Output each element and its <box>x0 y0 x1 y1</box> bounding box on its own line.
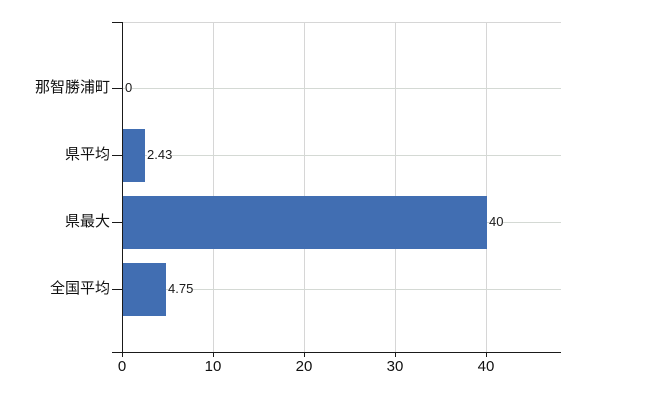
x-axis-tick-0 <box>122 352 123 357</box>
x-tick-label-40: 40 <box>477 358 495 375</box>
category-label-1: 那智勝浦町 <box>34 79 110 96</box>
x-tick-label-0: 0 <box>117 358 127 375</box>
bar-3 <box>123 196 487 249</box>
category-gridline <box>122 289 561 290</box>
value-label: 4.75 <box>168 281 194 296</box>
x-gridline-20 <box>304 22 305 352</box>
category-tick <box>112 289 122 290</box>
category-gridline <box>122 88 561 89</box>
x-axis-tick-10 <box>213 352 214 357</box>
x-tick-label-30: 30 <box>386 358 404 375</box>
category-label-4: 全国平均 <box>49 280 110 297</box>
bar-2 <box>123 129 145 182</box>
category-tick <box>112 222 122 223</box>
plot-top-border <box>122 22 561 23</box>
x-gridline-30 <box>395 22 396 352</box>
x-axis-tick-20 <box>304 352 305 357</box>
category-gridline <box>122 155 561 156</box>
x-axis-tick-30 <box>395 352 396 357</box>
value-label: 0 <box>125 80 133 95</box>
plot-area: 0 2.43 40 4.75 <box>112 22 561 357</box>
bar-4 <box>123 263 166 316</box>
y-axis-line <box>122 22 123 352</box>
x-axis-tick-40 <box>486 352 487 357</box>
category-tick <box>112 155 122 156</box>
value-label: 2.43 <box>147 147 173 162</box>
x-tick-label-20: 20 <box>295 358 313 375</box>
x-gridline-40 <box>486 22 487 352</box>
x-axis-line <box>112 352 561 353</box>
category-tick <box>112 88 122 89</box>
category-label-2: 県平均 <box>64 146 110 163</box>
category-label-3: 県最大 <box>64 213 110 230</box>
axis-top-tick <box>112 22 122 23</box>
value-label: 40 <box>489 214 504 229</box>
x-tick-label-10: 10 <box>204 358 222 375</box>
x-gridline-10 <box>213 22 214 352</box>
